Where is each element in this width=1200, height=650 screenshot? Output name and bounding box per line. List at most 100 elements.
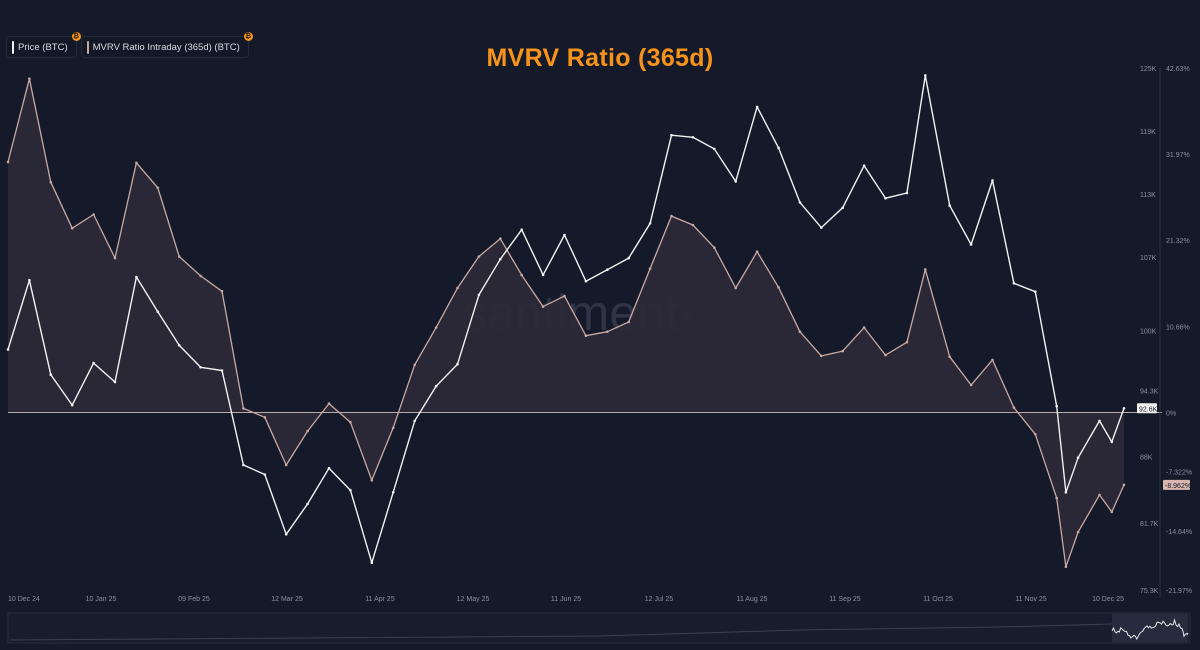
mvrv-point (177, 255, 181, 258)
mvrv-point (948, 355, 951, 359)
price-point (862, 164, 866, 167)
mvrv-point (306, 429, 309, 433)
mvrv-point (969, 383, 973, 387)
navigator-track (7, 612, 1191, 644)
bitcoin-icon: ₿ (243, 32, 253, 41)
price-point (691, 136, 695, 139)
price-point (92, 361, 95, 365)
price-point (1064, 491, 1068, 494)
mvrv-point (477, 255, 481, 258)
mvrv-point (606, 330, 609, 334)
mvrv-point (70, 226, 74, 230)
mvrv-current-label: -8.962% (1165, 483, 1191, 490)
price-point (841, 206, 844, 209)
price-current-label: 92.6K (1139, 406, 1158, 413)
price-tick-label: 100K (1140, 329, 1157, 336)
mvrv-point (391, 426, 395, 430)
price-point (1098, 419, 1101, 423)
mvrv-point (92, 213, 95, 216)
mvrv-point (1122, 483, 1126, 487)
mvrv-point (991, 358, 994, 362)
price-point (1055, 404, 1058, 408)
price-point (284, 533, 288, 536)
x-tick-label: 11 Sep 25 (829, 596, 861, 603)
axes: 125K 119K 113K 107K 100K 94.3K 88K 81.7K 75.3K 42… (8, 66, 1192, 603)
price-point (1034, 290, 1037, 294)
legend-price-label: Price (BTC) (18, 41, 68, 53)
price-point (477, 293, 481, 297)
mvrv-point (1110, 510, 1114, 514)
price-point (755, 105, 759, 109)
price-point (924, 74, 927, 77)
price-tick-label: 75.3K (1140, 588, 1159, 595)
price-point (49, 373, 53, 377)
price-point (135, 275, 138, 279)
price-point (1110, 440, 1114, 444)
x-tick-label: 12 Jul 25 (645, 596, 674, 603)
mvrv-point (820, 354, 823, 358)
mvrv-point (349, 420, 352, 424)
mvrv-point (884, 353, 887, 357)
navigator-window (1112, 614, 1188, 642)
x-tick-label: 11 Nov 25 (1015, 596, 1046, 603)
mvrv-tick-label: -14.64% (1166, 529, 1192, 536)
price-point (969, 243, 973, 246)
price-point (541, 273, 545, 277)
price-point (627, 256, 630, 260)
mvrv-point (220, 290, 224, 293)
price-point (606, 268, 609, 272)
chart-title: MVRV Ratio (365d) (486, 44, 714, 72)
price-point (1076, 456, 1080, 460)
mvrv-point (113, 256, 117, 260)
mvrv-point (199, 274, 202, 278)
mvrv-point (456, 286, 459, 290)
price-tick-label: 88K (1140, 455, 1153, 462)
price-point (1012, 282, 1016, 285)
price-point (905, 191, 909, 195)
mvrv-point (541, 305, 545, 308)
price-point (820, 226, 823, 229)
mvrv-point (670, 214, 673, 218)
x-tick-label: 10 Dec 25 (1092, 596, 1124, 603)
price-point (242, 463, 245, 467)
mvrv-point (713, 246, 716, 249)
price-tick-label: 113K (1140, 192, 1156, 199)
mvrv-point (28, 77, 31, 80)
price-point (713, 147, 716, 151)
plot-area (6, 74, 1162, 569)
price-point (456, 362, 459, 366)
x-tick-label: 12 May 25 (457, 596, 490, 603)
mvrv-tick-label: 42.63% (1166, 66, 1190, 73)
price-point (520, 228, 523, 231)
price-point (991, 179, 994, 182)
mvrv-point (1055, 496, 1058, 500)
mvrv-tick-label: -21.97% (1166, 588, 1192, 595)
price-point (28, 278, 31, 282)
price-point (156, 310, 160, 314)
x-tick-label: 11 Oct 25 (923, 596, 953, 603)
price-point (220, 369, 224, 372)
mvrv-point (862, 326, 866, 329)
mvrv-area-fill (8, 78, 1124, 567)
mvrv-point (924, 268, 927, 271)
mvrv-point (777, 285, 780, 289)
navigator[interactable] (7, 612, 1191, 644)
price-point (70, 403, 74, 407)
price-tick-label: 125K (1140, 66, 1157, 73)
legend-item-mvrv[interactable]: MVRV Ratio Intraday (365d) (BTC) ₿ (80, 32, 253, 58)
mvrv-tick-label: -7.322% (1166, 470, 1192, 477)
mvrv-point (327, 402, 331, 405)
price-point (349, 488, 352, 492)
mvrv-point (648, 267, 652, 270)
price-point (648, 222, 652, 225)
x-tick-label: 10 Jan 25 (86, 596, 117, 603)
price-point (670, 133, 673, 137)
mvrv-point (520, 273, 523, 277)
mvrv-tick-label: 21.32% (1166, 238, 1190, 245)
legend-item-price[interactable]: Price (BTC) ₿ (6, 32, 81, 58)
price-point (1122, 407, 1126, 410)
price-point (413, 419, 417, 423)
price-point (306, 502, 309, 506)
price-point (327, 466, 331, 470)
